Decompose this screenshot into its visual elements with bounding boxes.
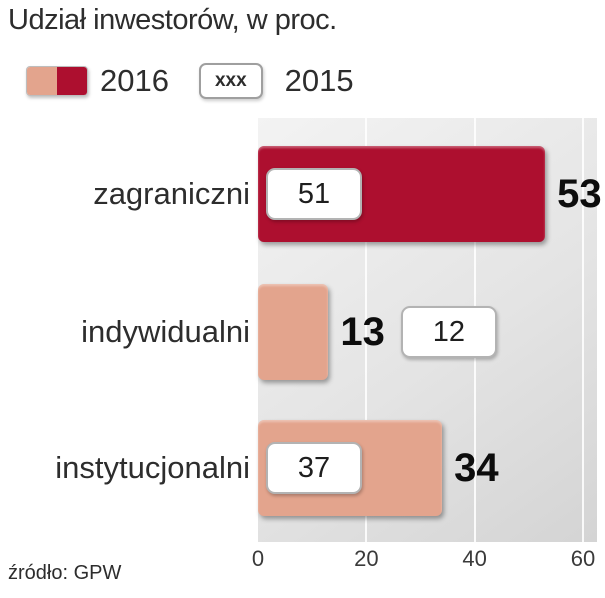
legend-label-2016: 2016	[100, 63, 169, 98]
swatch-red-2016	[57, 67, 87, 95]
x-axis: 0 20 40 60	[0, 546, 605, 572]
bar-2016-zagraniczni: 51	[258, 146, 546, 242]
bar-row-zagraniczni: 51 53	[258, 146, 602, 242]
bar-row-indywidualni: 13 12	[258, 284, 497, 380]
swatch-salmon-2016	[27, 67, 57, 95]
source-label: źródło: GPW	[8, 562, 122, 584]
bar-2016-indywidualni	[258, 284, 329, 380]
value-2016-instytucjonalni: 34	[454, 446, 499, 490]
legend: 2016 xxx 2015	[26, 60, 354, 102]
gridline-20	[365, 118, 368, 542]
legend-label-2015: 2015	[284, 63, 354, 98]
value-2016-indywidualni: 13	[340, 310, 385, 354]
x-tick-20: 20	[354, 546, 379, 571]
chart-title: Udział inwestorów, w proc.	[8, 4, 337, 36]
x-tick-40: 40	[462, 546, 487, 571]
category-label-indywidualni: indywidualni	[81, 314, 250, 349]
bar-2016-instytucjonalni: 37	[258, 420, 443, 516]
legend-swatch-2016	[26, 66, 88, 96]
legend-swatch-2015: xxx	[198, 63, 263, 99]
value-2015-indywidualni: 12	[400, 306, 497, 358]
value-2016-zagraniczni: 53	[557, 172, 602, 216]
value-2015-instytucjonalni: 37	[266, 442, 362, 494]
bar-row-instytucjonalni: 37 34	[258, 420, 499, 516]
value-2015-zagraniczni: 51	[266, 168, 362, 220]
gridline-60	[582, 118, 584, 542]
category-label-instytucjonalni: instytucjonalni	[55, 450, 250, 485]
x-tick-60: 60	[570, 546, 596, 571]
x-tick-0: 0	[251, 546, 265, 571]
category-label-zagraniczni: zagraniczni	[93, 176, 250, 211]
plot-panel: 51 53 13 12 37 34	[258, 118, 602, 542]
